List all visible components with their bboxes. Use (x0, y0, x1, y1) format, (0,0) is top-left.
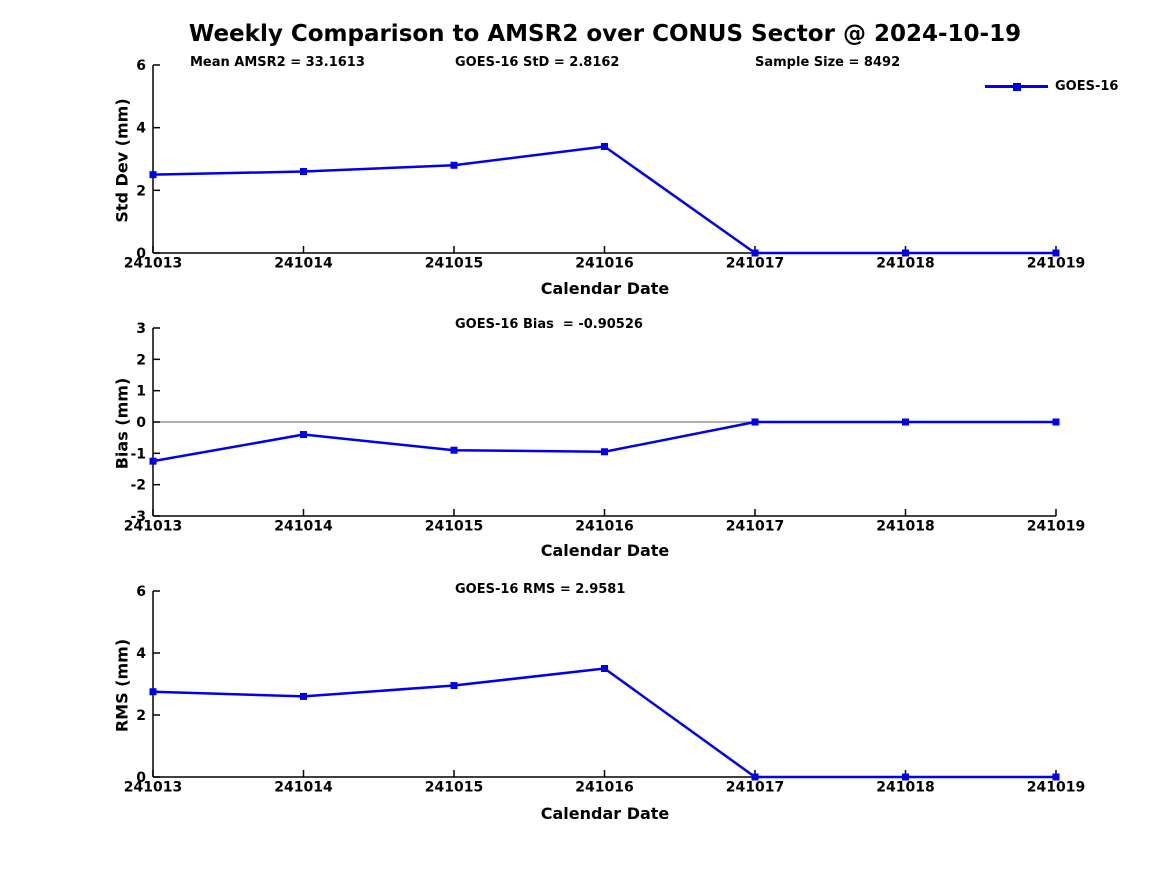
y-ticks: -3 -2 -1 0 1 2 3 (130, 321, 160, 525)
x-tick-label: 241013 (124, 519, 182, 535)
y-tick-label: 0 (136, 415, 146, 431)
y-tick-label: -2 (130, 478, 146, 494)
data-point-marker (601, 142, 608, 150)
x-tick-label: 241014 (274, 519, 333, 535)
data-point-marker (601, 665, 608, 672)
data-point-marker (1052, 418, 1060, 426)
y-ticks: 0 2 4 6 (136, 584, 160, 786)
y-tick-label: 0 (136, 770, 146, 786)
x-tick-label: 241019 (1027, 780, 1085, 796)
x-ticks: 241013 241014 241015 241016 241017 241018 2410… (124, 246, 1085, 272)
y-tick-label: 0 (136, 246, 146, 262)
ylabel-rms: RMS (mm) (112, 638, 132, 733)
data-point-marker (751, 418, 759, 426)
ylabel-stddev: Std Dev (mm) (112, 98, 132, 223)
data-point-marker (601, 448, 608, 456)
y-tick-label: 6 (136, 584, 146, 600)
x-tick-label: 241014 (274, 780, 333, 796)
ylabel-bias: Bias (mm) (112, 377, 132, 470)
data-point-marker (902, 249, 909, 257)
x-tick-label: 241016 (575, 780, 633, 796)
data-point-marker (149, 171, 157, 179)
data-point-marker (902, 418, 909, 426)
data-point-marker (450, 446, 458, 454)
x-tick-label: 241018 (876, 519, 934, 535)
x-tick-label: 241016 (575, 256, 633, 272)
annotation-mean-amsr2: Mean AMSR2 = 33.1613 (190, 55, 365, 70)
data-point-marker (902, 773, 909, 781)
x-tick-label: 241019 (1027, 519, 1085, 535)
data-point-marker (751, 249, 759, 257)
y-tick-label: 4 (136, 121, 146, 137)
data-point-marker (149, 688, 157, 696)
x-tick-label: 241017 (726, 519, 784, 535)
x-tick-label: 241013 (124, 780, 182, 796)
x-tick-label: 241016 (575, 519, 633, 535)
x-tick-label: 241017 (726, 780, 784, 796)
x-tick-label: 241017 (726, 256, 784, 272)
data-point-marker (450, 682, 458, 690)
goes16-line (152, 145, 1056, 255)
rms-chart: 0 2 4 6 241013 241014 241015 241016 241017 241018… (124, 584, 1085, 796)
stddev-chart: 0 2 4 6 241013 241014 241015 241016 241017 241018… (124, 58, 1085, 272)
x-tick-label: 241018 (876, 256, 934, 272)
y-tick-label: 2 (136, 183, 146, 199)
data-point-marker (300, 692, 307, 700)
y-tick-label: 3 (136, 321, 146, 337)
x-tick-label: 241018 (876, 780, 934, 796)
goes16-line (152, 420, 1056, 463)
x-tick-label: 241014 (274, 256, 333, 272)
xlabel-stddev: Calendar Date (540, 279, 670, 298)
legend-square-marker-icon (1012, 82, 1021, 91)
annotation-goes16-std: GOES-16 StD = 2.8162 (455, 55, 620, 70)
x-tick-label: 241019 (1027, 256, 1085, 272)
y-tick-label: 2 (136, 352, 146, 368)
annotation-sample-size: Sample Size = 8492 (755, 55, 901, 70)
x-tick-label: 241015 (425, 780, 483, 796)
data-point-marker (300, 431, 307, 439)
y-ticks: 0 2 4 6 (136, 58, 160, 262)
data-point-marker (450, 161, 458, 169)
data-point-marker (1052, 249, 1060, 257)
data-point-marker (300, 168, 307, 176)
x-tick-label: 241013 (124, 256, 182, 272)
annotation-goes16-rms: GOES-16 RMS = 2.9581 (455, 582, 626, 597)
legend: GOES-16 (985, 79, 1118, 94)
legend-label-goes16: GOES-16 (1055, 79, 1119, 94)
y-tick-label: 6 (136, 58, 146, 74)
x-tick-label: 241015 (425, 519, 483, 535)
bias-chart: -3 -2 -1 0 1 2 3 241013 241014 241015 241016 241017… (124, 321, 1085, 535)
goes16-line (152, 667, 1056, 779)
xlabel-rms: Calendar Date (540, 804, 670, 823)
legend-line-sample (985, 82, 1048, 91)
xlabel-bias: Calendar Date (540, 541, 670, 560)
x-tick-label: 241015 (425, 256, 483, 272)
y-tick-label: -1 (130, 446, 146, 462)
annotation-goes16-bias: GOES-16 Bias = -0.90526 (455, 317, 643, 332)
y-tick-label: 4 (136, 646, 146, 662)
data-point-marker (751, 773, 759, 781)
y-tick-label: -3 (130, 509, 146, 525)
y-tick-label: 1 (136, 384, 146, 400)
x-ticks: 241013 241014 241015 241016 241017 241018 2410… (124, 509, 1085, 535)
y-tick-label: 2 (136, 708, 146, 724)
x-ticks: 241013 241014 241015 241016 241017 241018 2410… (124, 770, 1085, 796)
data-point-marker (149, 457, 157, 465)
figure-title: Weekly Comparison to AMSR2 over CONUS Se… (188, 21, 1022, 47)
data-point-marker (1052, 773, 1060, 781)
